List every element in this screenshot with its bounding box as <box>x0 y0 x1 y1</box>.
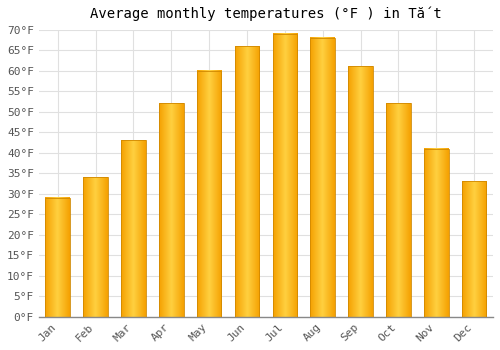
Bar <box>84 177 108 317</box>
Bar <box>424 148 448 317</box>
Bar <box>197 71 222 317</box>
Title: Average monthly temperatures (°F ) in Tắt: Average monthly temperatures (°F ) in Tă… <box>90 7 442 21</box>
Bar <box>348 66 373 317</box>
Bar <box>310 38 335 317</box>
Bar <box>46 198 70 317</box>
Bar <box>159 103 184 317</box>
Bar <box>386 103 410 317</box>
Bar <box>272 34 297 317</box>
Bar <box>234 46 260 317</box>
Bar <box>462 181 486 317</box>
Bar <box>121 140 146 317</box>
